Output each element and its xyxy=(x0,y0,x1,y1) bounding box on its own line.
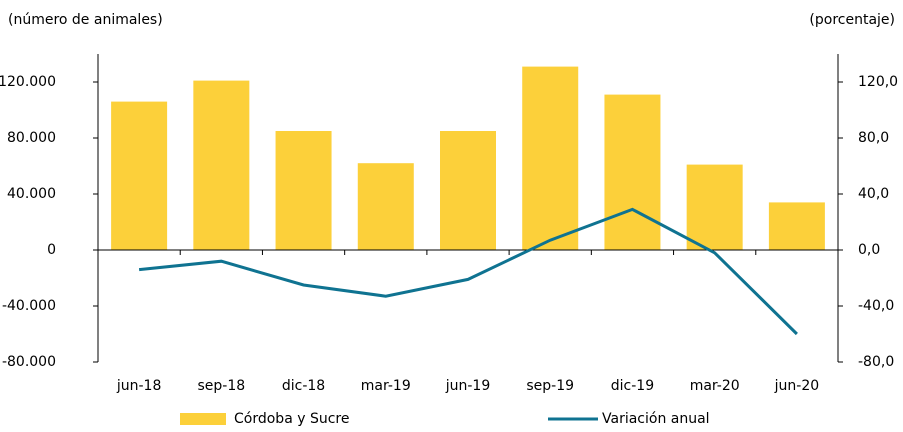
y2-tick-label: 40,0 xyxy=(858,186,889,202)
y2-tick-label: 80,0 xyxy=(858,130,889,146)
y2-tick-label: 120,0 xyxy=(858,74,898,90)
y-tick-label: 40.000 xyxy=(7,186,56,202)
y-tick-label: -80.000 xyxy=(2,354,56,370)
y-tick-label: 0 xyxy=(47,242,56,258)
x-tick-label: mar-19 xyxy=(361,378,411,394)
x-tick-label: sep-18 xyxy=(197,378,245,394)
legend-swatch xyxy=(180,413,226,425)
x-tick-label: mar-20 xyxy=(690,378,740,394)
bar xyxy=(768,202,825,250)
y-axis-label: (número de animales) xyxy=(8,12,163,28)
line xyxy=(138,207,798,336)
x-tick-label: dic-18 xyxy=(282,378,325,394)
legend-label: Córdoba y Sucre xyxy=(234,411,349,427)
x-tick-label: sep-19 xyxy=(526,378,574,394)
bar xyxy=(522,66,579,250)
x-tick-label: jun-18 xyxy=(116,378,162,394)
legend-label: Variación anual xyxy=(602,411,710,427)
bar xyxy=(275,131,332,250)
y-tick-label: 120.000 xyxy=(0,74,56,90)
bar xyxy=(193,80,250,250)
y2-tick-label: -40,0 xyxy=(858,298,894,314)
y2-tick-label: -80,0 xyxy=(858,354,894,370)
bar xyxy=(357,163,414,250)
x-tick-label: dic-19 xyxy=(611,378,654,394)
y-tick-label: -40.000 xyxy=(2,298,56,314)
y2-tick-label: 0,0 xyxy=(858,242,880,258)
x-tick-label: jun-20 xyxy=(774,378,820,394)
bar xyxy=(686,164,743,250)
y2-axis-label: (porcentaje) xyxy=(809,12,895,28)
bar xyxy=(604,94,661,250)
x-tick-label: jun-19 xyxy=(445,378,491,394)
bar xyxy=(111,101,168,250)
y-tick-label: 80.000 xyxy=(7,130,56,146)
bar xyxy=(440,131,496,250)
